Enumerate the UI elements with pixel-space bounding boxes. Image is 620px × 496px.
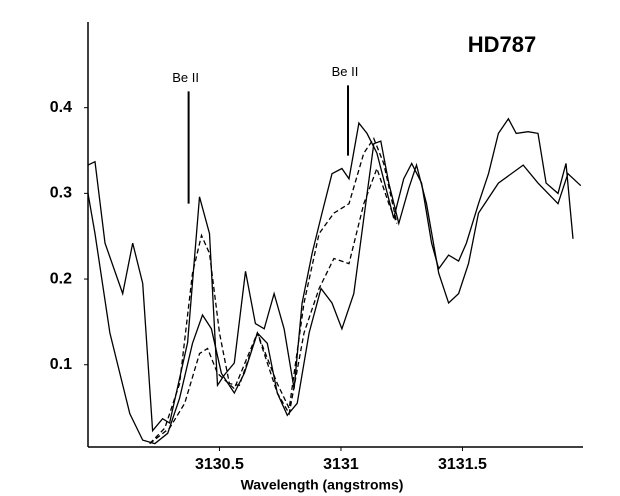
chart-title: HD787 xyxy=(468,32,536,57)
series-line xyxy=(87,140,582,445)
y-tick-label: 0.2 xyxy=(50,270,72,287)
x-tick-label: 3131 xyxy=(323,456,359,473)
y-tick-label: 0.3 xyxy=(50,185,72,202)
series-line xyxy=(149,166,398,445)
y-tick-label: 0.1 xyxy=(50,356,72,373)
x-tick-label: 3130.5 xyxy=(195,456,244,473)
x-axis-label: Wavelength (angstroms) xyxy=(241,477,404,493)
series-line xyxy=(149,137,398,445)
annotation-label: Be II xyxy=(172,70,199,85)
y-tick-label: 0.4 xyxy=(50,99,72,116)
series-line xyxy=(87,117,574,433)
x-tick-label: 3131.5 xyxy=(438,456,487,473)
annotation-label: Be II xyxy=(332,64,359,79)
